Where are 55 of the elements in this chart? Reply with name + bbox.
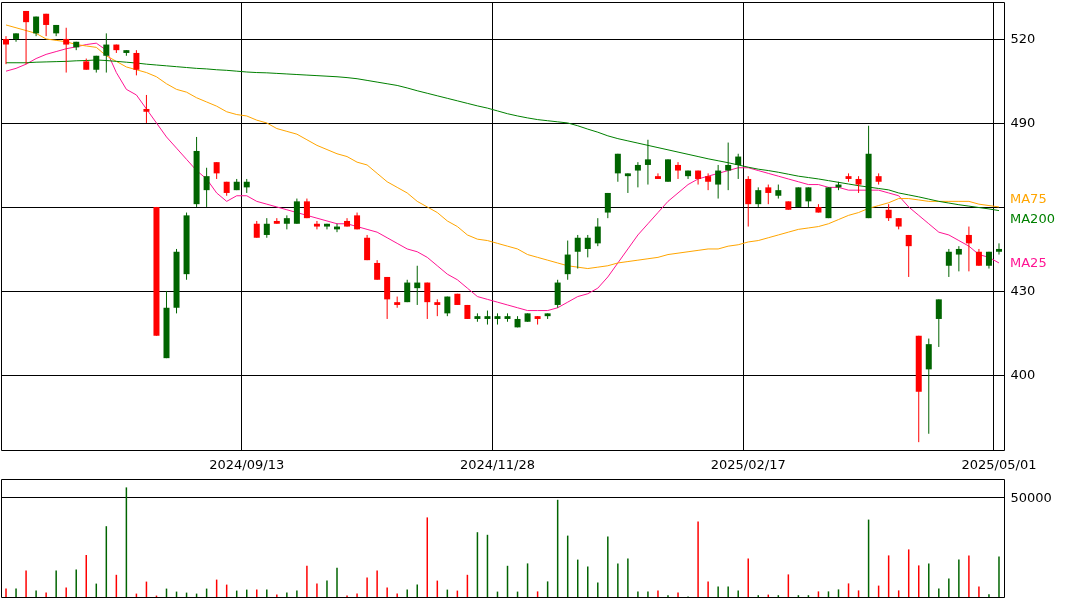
y-tick-label: 490 [1010,115,1036,131]
x-tick-label: 2025/05/01 [961,456,1037,472]
candlestick [133,49,140,76]
line-series [5,42,1000,312]
candlestick [374,259,381,281]
candlestick [634,161,641,188]
candlestick [705,172,712,191]
y-tick-label: 430 [1010,283,1036,299]
x-tick-label: 2024/09/13 [209,456,285,472]
candlestick [584,234,591,258]
candlestick [283,214,290,230]
candlestick [143,94,150,124]
y-tick-label: 50000 [1010,489,1052,505]
series-label: MA200 [1010,210,1055,226]
candlestick [945,248,952,278]
candlestick [3,35,10,65]
candlestick [564,240,571,281]
candlestick [654,172,661,180]
candlestick [574,234,581,270]
candlestick [364,234,371,261]
candlestick [965,226,972,272]
y-tick-label: 520 [1010,31,1036,47]
candlestick [735,153,742,180]
candlestick [594,217,601,247]
candlestick [905,234,912,278]
candlestick [103,32,110,74]
candlestick [765,184,772,205]
candlestick [935,298,942,348]
candlestick [384,276,391,320]
candlestick [313,220,320,230]
candlestick [675,161,682,180]
candlestick [63,27,70,74]
candlestick [795,186,802,208]
candlestick [725,142,732,191]
candlestick [755,186,762,208]
candlestick [995,242,1002,256]
candlestick [604,192,611,219]
candlestick [614,153,621,183]
candlestick [665,158,671,183]
candlestick [23,10,30,65]
candlestick [805,186,812,208]
candlestick [293,198,300,225]
candlestick [644,139,651,186]
candlestick [424,282,431,320]
series-label: MA75 [1010,190,1047,206]
x-tick-label: 2024/11/28 [460,456,535,472]
candlestick [955,245,962,272]
candlestick [624,172,631,194]
candlestick [203,167,210,208]
candlestick [554,279,561,309]
x-tick-label: 2025/02/17 [710,456,786,472]
series-label: MA25 [1010,254,1047,270]
candlestick [263,217,270,239]
y-tick-label: 400 [1010,367,1036,383]
candlestick [715,164,722,200]
